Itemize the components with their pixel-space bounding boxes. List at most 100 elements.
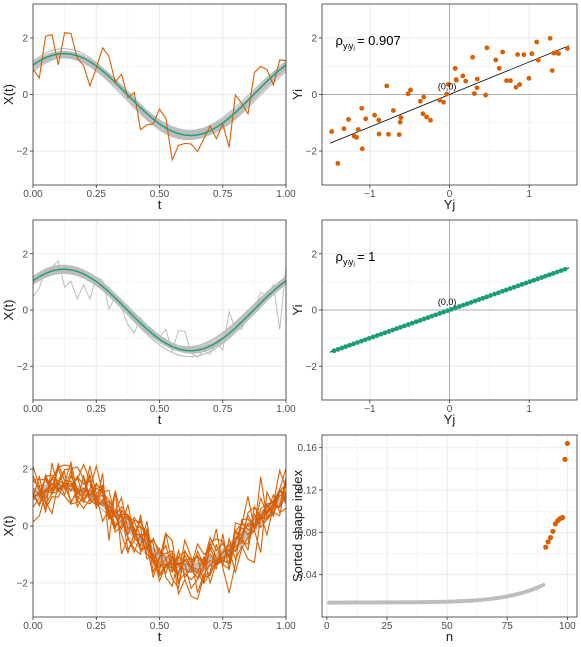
scatter-point: [535, 276, 541, 282]
plot-area: [322, 220, 577, 400]
scatter-point: [421, 94, 427, 100]
rho-subscript: yᵢyⱼ: [343, 41, 355, 51]
scatter-point: [480, 295, 486, 301]
scatter-point: [424, 114, 430, 120]
scatter-point: [558, 268, 564, 274]
mean-curve: [33, 52, 286, 137]
scatter-point: [468, 299, 474, 305]
y-tick-label: 0: [22, 90, 28, 101]
scatter-point: [358, 338, 364, 344]
y-tick-label: 2: [22, 465, 28, 476]
y-tick-label: 0.12: [298, 486, 318, 497]
scatter-point: [452, 66, 458, 71]
scatter-point: [433, 312, 439, 318]
scatter-point: [329, 129, 335, 134]
scatter-point: [405, 322, 411, 327]
scatter-point: [511, 284, 517, 290]
outlier-point: [545, 539, 551, 545]
orange-curve: [33, 464, 286, 590]
scatter-point: [437, 311, 443, 316]
scatter-point: [460, 302, 466, 308]
scatter-point: [472, 298, 478, 304]
x-axis-label: n: [446, 629, 453, 644]
scatter-point: [543, 273, 548, 279]
scatter-point: [397, 119, 403, 125]
scatter-point: [378, 331, 384, 337]
rho-subscript: yᵢyⱼ: [343, 257, 355, 267]
scatter-point: [382, 330, 388, 336]
scatter-point: [420, 111, 426, 117]
scatter-point: [339, 345, 345, 351]
scatter-point: [444, 91, 450, 97]
origin-label: (0,0): [438, 81, 457, 91]
scatter-point: [335, 160, 341, 166]
x-tick-label: 0.00: [23, 404, 43, 415]
scatter-point: [562, 266, 568, 272]
x-tick-label: −1: [364, 404, 376, 415]
y-tick-label: 0.08: [298, 528, 318, 539]
y-tick-label: 0.16: [298, 443, 318, 454]
rho-symbol: ρ: [336, 249, 343, 264]
y-axis-label: Yi: [290, 89, 305, 100]
outlier-point: [562, 456, 568, 462]
scatter-point: [359, 105, 365, 111]
scatter-point: [474, 85, 480, 91]
x-tick-label: 1: [526, 404, 532, 415]
fit-line: [329, 45, 570, 144]
y-tick-label: 2: [22, 249, 28, 260]
scatter-point: [474, 76, 480, 82]
x-tick-label: 0.75: [213, 189, 233, 200]
scatter-point: [531, 277, 537, 283]
x-axis-label: Yj: [444, 197, 456, 212]
scatter-point: [460, 73, 466, 79]
plot-area: [327, 440, 570, 605]
x-tick-label: 0: [324, 621, 330, 632]
scatter-point: [363, 116, 369, 122]
scatter-point: [413, 319, 419, 325]
scatter-point: [351, 341, 356, 347]
y-tick-label: 2: [311, 33, 317, 44]
scatter-point: [500, 49, 506, 55]
scatter-point: [396, 132, 402, 138]
plot-area: [322, 4, 577, 185]
scatter-point: [515, 283, 521, 289]
y-tick-label: 0.04: [298, 570, 318, 581]
scatter-point: [331, 348, 337, 354]
x-tick-label: 25: [381, 621, 393, 632]
x-tick-label: 0: [447, 404, 453, 415]
scatter-point: [456, 304, 462, 309]
scatter-point: [343, 344, 349, 350]
outlier-point: [559, 514, 566, 521]
scatter-point: [452, 305, 458, 311]
orange-curve: [33, 32, 286, 162]
mean-curve: [33, 268, 286, 352]
x-tick-label: 1.00: [276, 621, 296, 632]
scatter-point: [409, 320, 415, 326]
sorted-point: [541, 582, 546, 588]
scatter-point: [429, 313, 435, 319]
scatter-point: [492, 291, 497, 297]
scatter-point: [464, 301, 470, 307]
scatter-point: [527, 279, 533, 285]
scatter-point: [355, 340, 360, 345]
x-tick-label: 0.00: [23, 189, 43, 200]
panel-p2: (0,0) ρyᵢyⱼ = 0.907 −1 0 1 −2 0 2 Yj Yi: [290, 3, 578, 212]
correlation-annotation: ρyᵢyⱼ = 0.907: [336, 33, 401, 51]
scatter-point: [496, 65, 502, 71]
y-axis-label: X(t): [1, 84, 16, 105]
y-axis-label: X(t): [1, 516, 16, 537]
scatter-point: [546, 272, 552, 278]
scatter-point: [483, 92, 488, 98]
scatter-point: [539, 275, 544, 280]
x-axis-label: Yj: [444, 412, 456, 427]
grey-curve: [33, 56, 286, 132]
scatter-point: [428, 117, 433, 123]
scatter-point: [534, 39, 540, 45]
scatter-point: [398, 115, 404, 121]
scatter-point: [445, 81, 451, 87]
x-axis-label: t: [158, 197, 162, 212]
scatter-point: [346, 117, 351, 122]
scatter-point: [417, 98, 423, 104]
scatter-point: [565, 46, 570, 51]
